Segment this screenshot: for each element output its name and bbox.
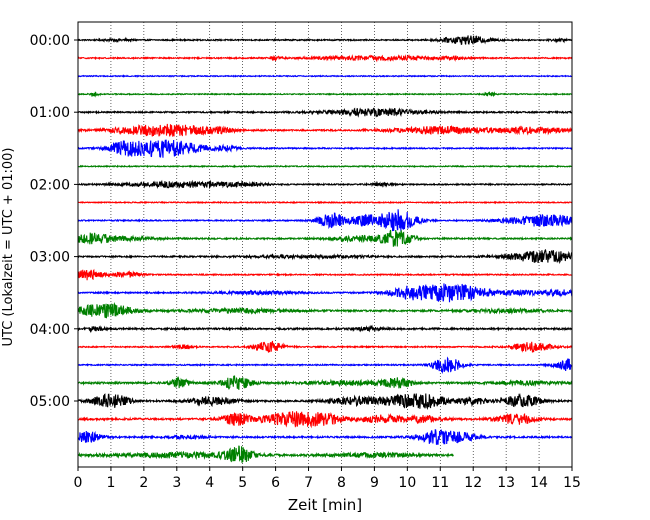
seismogram-trace <box>77 249 573 265</box>
y-axis-ticks: 00:00 01:00 02:00 03:00 04:00 05:00 <box>30 33 78 410</box>
seismogram-trace <box>77 123 573 137</box>
seismogram-trace <box>77 164 573 169</box>
x-axis-label: Zeit [min] <box>288 496 362 514</box>
x-tick-label: 11 <box>431 475 449 491</box>
x-tick-label: 4 <box>205 475 214 491</box>
x-axis-ticks: 0 1 2 3 4 5 6 7 8 9 10 11 12 13 14 15 <box>74 467 581 491</box>
seismogram-trace <box>77 301 573 319</box>
seismogram-trace <box>77 356 573 375</box>
x-tick-label: 3 <box>172 475 181 491</box>
seismogram-trace <box>77 268 573 281</box>
y-tick-label: 01:00 <box>30 105 70 121</box>
x-tick-label: 7 <box>304 475 313 491</box>
seismogram-trace <box>77 54 573 63</box>
x-tick-label: 1 <box>106 475 115 491</box>
seismogram-trace <box>77 200 573 205</box>
plot-frame <box>77 21 573 468</box>
x-tick-label: 14 <box>530 475 548 491</box>
y-tick-label: 03:00 <box>30 250 70 266</box>
seismogram-trace <box>77 411 573 429</box>
seismogram-trace <box>77 445 454 463</box>
seismogram-trace <box>77 324 573 334</box>
seismogram-trace <box>77 209 573 232</box>
x-tick-label: 12 <box>464 475 482 491</box>
seismogram-trace <box>77 74 573 78</box>
y-tick-label: 00:00 <box>30 33 70 49</box>
seismogram-trace <box>77 375 573 391</box>
seismogram-trace <box>77 283 573 303</box>
seismogram-trace <box>77 429 573 445</box>
seismogram-trace <box>77 179 573 190</box>
x-tick-label: 2 <box>139 475 148 491</box>
y-tick-label: 04:00 <box>30 322 70 338</box>
seismogram-trace <box>77 392 573 411</box>
vertical-grid <box>110 22 540 467</box>
seismogram-trace <box>77 107 573 118</box>
y-axis-label: UTC (Lokalzeit = UTC + 01:00) <box>1 148 16 347</box>
seismogram-traces <box>77 35 573 463</box>
x-tick-label: 10 <box>398 475 416 491</box>
seismogram-trace <box>77 139 573 158</box>
seismogram-trace <box>77 340 573 353</box>
y-tick-label: 02:00 <box>30 177 70 193</box>
y-tick-label: 05:00 <box>30 394 70 410</box>
x-tick-label: 5 <box>238 475 247 491</box>
seismogram-trace <box>77 229 573 247</box>
x-tick-label: 0 <box>74 475 83 491</box>
seismogram-trace <box>77 35 573 46</box>
x-tick-label: 15 <box>563 475 581 491</box>
x-tick-label: 8 <box>337 475 346 491</box>
x-tick-label: 6 <box>271 475 280 491</box>
x-tick-label: 13 <box>497 475 515 491</box>
seismogram-trace <box>77 90 573 98</box>
x-tick-label: 9 <box>370 475 379 491</box>
